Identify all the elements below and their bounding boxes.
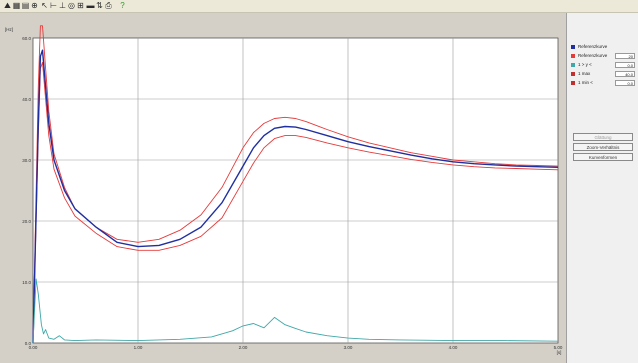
- scale-icon-button[interactable]: ⊞: [76, 1, 85, 10]
- y-tick-label: 10.0: [22, 280, 31, 285]
- series-line-3: [32, 278, 559, 344]
- legend-row: 1 min < 0.0: [571, 79, 637, 87]
- table-icon-button[interactable]: ▤: [21, 1, 30, 10]
- x-tick-label: 3.00: [344, 345, 353, 350]
- series-line-2: [32, 61, 559, 344]
- legend-value-field[interactable]: 0.0: [615, 62, 635, 68]
- series-line-0: [32, 49, 559, 344]
- legend-swatch: [571, 72, 575, 76]
- legend-value-field[interactable]: 40.0: [615, 71, 635, 77]
- legend-label: 1 max: [578, 71, 591, 76]
- y-tick-label: 30.0: [22, 158, 31, 163]
- panel-button-2[interactable]: Kurvenformen: [573, 153, 633, 161]
- legend-label: 1 min <: [578, 80, 593, 85]
- grid-icon: ▦: [12, 1, 21, 10]
- grid-icon-button[interactable]: ▦: [12, 1, 21, 10]
- scale-icon: ⊞: [77, 1, 84, 10]
- right-panel: Referenzkurve Referenzkurve 20 1 > y <0.0 1 …: [566, 13, 638, 363]
- series-line-1: [32, 25, 559, 344]
- legend-row: Referenzkurve 20: [571, 52, 637, 60]
- panel-button-0[interactable]: Glättung: [573, 133, 633, 141]
- save-icon: ▬: [86, 1, 95, 10]
- x-tick-label: 2.00: [239, 345, 248, 350]
- export-icon: ⇅: [96, 1, 103, 10]
- table-icon: ▤: [21, 1, 30, 10]
- y-tick-label: 60.0: [22, 36, 31, 41]
- chart-icon-button[interactable]: ⛰: [3, 1, 12, 10]
- y-tick-label: 40.0: [22, 97, 31, 102]
- help-icon: ?: [120, 1, 125, 10]
- legend-row: Referenzkurve: [571, 43, 637, 51]
- plot-area: [32, 37, 559, 344]
- legend-value-field[interactable]: 20: [615, 53, 635, 59]
- legend-row: 1 max 40.0: [571, 70, 637, 78]
- axis-x-icon: ⊢: [50, 1, 57, 10]
- x-unit-label: [s]: [557, 350, 562, 355]
- zoom-icon-button[interactable]: ⊕: [30, 1, 39, 10]
- help-icon-button[interactable]: ?: [118, 1, 127, 10]
- legend-swatch: [571, 63, 575, 67]
- y-tick-label: 0.0: [25, 341, 32, 346]
- line-chart[interactable]: 60.0 40.0 30.0 20.0 10.0 0.00.00 1.00 2.00 3.00 4…: [0, 13, 566, 363]
- legend-swatch: [571, 54, 575, 58]
- legend-label: Referenzkurve: [578, 44, 608, 49]
- axis-y-icon-button[interactable]: ⊥: [58, 1, 67, 10]
- print-icon: ⎙: [105, 1, 112, 10]
- cursor-icon: ↖: [41, 1, 48, 10]
- zoom-icon: ⊕: [31, 1, 38, 10]
- export-icon-button[interactable]: ⇅: [95, 1, 104, 10]
- legend-row: 1 > y < 0.0: [571, 61, 637, 69]
- panel-button-1[interactable]: Zoom-Verhältnis: [573, 143, 633, 151]
- legend-value-field[interactable]: 0.0: [615, 80, 635, 86]
- legend-label: 1 > y <: [578, 62, 592, 67]
- cursor-icon-button[interactable]: ↖: [40, 1, 49, 10]
- y-unit-label: [Hz]: [5, 27, 13, 32]
- x-tick-label: 5.00: [554, 345, 563, 350]
- legend-label: Referenzkurve: [578, 53, 608, 58]
- x-tick-label: 4.00: [449, 345, 458, 350]
- save-icon-button[interactable]: ▬: [86, 1, 95, 10]
- print-icon-button[interactable]: ⎙: [104, 1, 113, 10]
- marker-icon-button[interactable]: ◎: [67, 1, 76, 10]
- plot-frame: 60.0 40.0 30.0 20.0 10.0 0.0 0.00 1.00 2.00 3.00 4…: [0, 13, 566, 363]
- legend-swatch: [571, 45, 575, 49]
- axis-x-icon-button[interactable]: ⊢: [49, 1, 58, 10]
- chart-icon: ⛰: [4, 1, 11, 10]
- axis-y-icon: ⊥: [59, 1, 66, 10]
- toolbar: ⛰ ▦ ▤ ⊕ ↖ ⊢ ⊥ ◎ ⊞ ▬ ⇅ ⎙?: [0, 0, 638, 13]
- legend-swatch: [571, 81, 575, 85]
- x-tick-label: 0.00: [29, 345, 38, 350]
- x-tick-label: 1.00: [134, 345, 143, 350]
- marker-icon: ◎: [68, 1, 75, 10]
- y-tick-label: 20.0: [22, 219, 31, 224]
